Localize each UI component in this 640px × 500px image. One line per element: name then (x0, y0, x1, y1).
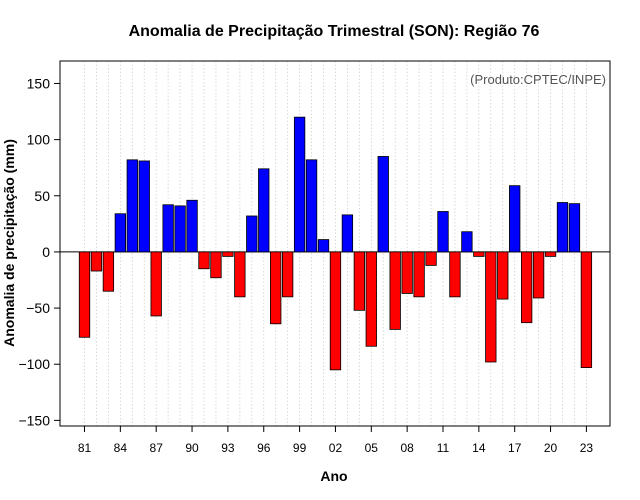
x-tick-label: 23 (580, 441, 594, 455)
y-tick-label: 150 (27, 75, 51, 91)
x-tick-label: 05 (365, 441, 379, 455)
bar-2018 (521, 251, 533, 324)
bar-1984 (114, 213, 126, 253)
bar-2023 (580, 251, 593, 369)
bar-1997 (270, 251, 282, 325)
x-tick-label: 90 (185, 441, 199, 455)
x-tick-label: 96 (257, 441, 271, 455)
y-axis-label: Anomalia de precipitação (mm) (1, 139, 17, 347)
y-axis: −150 −100 −50 0 50 100 150 (18, 75, 60, 428)
y-tick-label: 0 (42, 244, 50, 260)
bar-2012 (449, 251, 461, 298)
bar-2009 (413, 251, 425, 298)
bar-2005 (365, 251, 377, 347)
x-tick-label: 93 (221, 441, 235, 455)
x-tick-label: 17 (508, 441, 522, 455)
bar-1992 (210, 251, 222, 279)
x-tick-label: 87 (150, 441, 164, 455)
bar-1994 (234, 251, 246, 298)
bar-1989 (174, 205, 186, 253)
bar-2022 (568, 203, 581, 253)
y-tick-label: −100 (18, 356, 50, 372)
x-tick-label: 81 (78, 441, 92, 455)
source-annotation: (Produto:CPTEC/INPE) (470, 72, 606, 87)
bar-2019 (532, 251, 545, 299)
bar-1990 (186, 199, 198, 253)
bar-1993 (222, 251, 234, 257)
bar-2014 (473, 251, 485, 257)
bar-1988 (162, 204, 174, 253)
bar-1999 (293, 116, 306, 253)
bar-2006 (377, 156, 389, 253)
bar-2002 (329, 251, 342, 371)
chart-title: Anomalia de Precipitação Trimestral (SON… (129, 23, 540, 40)
bar-2015 (485, 251, 497, 363)
x-axis-label: Ano (320, 468, 347, 484)
bar-2003 (341, 214, 354, 253)
bar-2013 (461, 231, 473, 253)
bar-1982 (90, 251, 103, 272)
bar-1995 (246, 215, 258, 253)
bar-2017 (509, 185, 521, 253)
bar-2007 (389, 251, 401, 330)
x-tick-label: 08 (400, 441, 414, 455)
bar-1983 (102, 251, 115, 292)
x-axis: 81 84 87 90 93 96 99 02 05 08 11 14 17 20 23 (78, 426, 594, 455)
bar-1981 (78, 251, 91, 338)
x-tick-label: 02 (329, 441, 343, 455)
bar-2021 (556, 202, 569, 253)
bar-2016 (497, 251, 509, 300)
bar-1987 (150, 251, 162, 317)
y-tick-label: 100 (27, 132, 51, 148)
bar-2008 (401, 251, 413, 294)
y-tick-label: −150 (18, 412, 50, 428)
bar-2001 (317, 239, 330, 253)
x-tick-label: 99 (293, 441, 307, 455)
bar-2000 (305, 159, 318, 253)
bars (78, 116, 593, 371)
bar-1991 (198, 251, 210, 270)
x-tick-label: 14 (472, 441, 486, 455)
x-tick-label: 84 (114, 441, 128, 455)
bar-1998 (281, 251, 294, 298)
x-tick-label: 20 (544, 441, 558, 455)
bar-1985 (126, 159, 138, 253)
bar-1986 (138, 160, 150, 253)
bar-2020 (544, 251, 557, 257)
bar-2011 (437, 211, 449, 253)
bar-2010 (425, 251, 437, 266)
bar-1996 (258, 168, 270, 253)
y-tick-label: 50 (34, 188, 50, 204)
x-tick-label: 11 (437, 441, 450, 455)
y-tick-label: −50 (26, 300, 50, 316)
bar-2004 (353, 251, 366, 311)
